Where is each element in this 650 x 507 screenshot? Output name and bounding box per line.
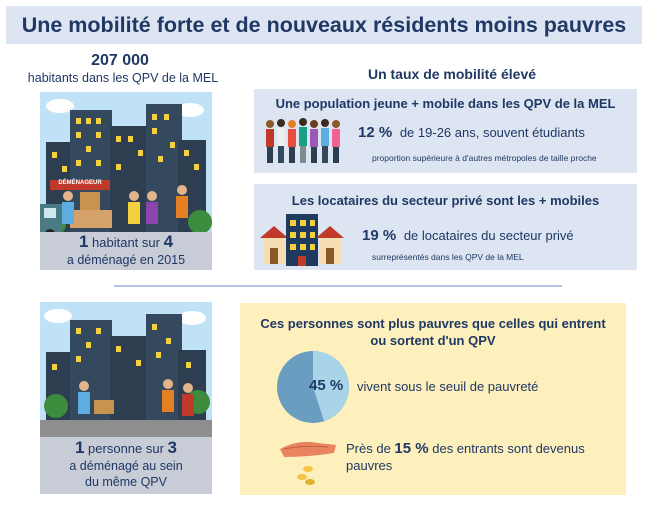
private-title: Les locataires du secteur privé sont les… <box>291 193 600 208</box>
moving-truck-sign: DÉMÉNAGEUR <box>58 180 102 186</box>
young-pct: 12 % <box>358 124 393 141</box>
stat-same-mid: personne sur <box>84 441 168 456</box>
population-number: 207 000 <box>91 52 149 69</box>
poverty-title-line2: ou sortent d'un QPV <box>370 333 496 348</box>
private-text: de locataires du secteur privé <box>403 228 574 243</box>
private-pct: 19 % <box>362 227 397 244</box>
title-banner: Une mobilité forte et de nouveaux réside… <box>6 6 642 44</box>
entrants-text: Près de 15 % des entrants sont devenus p… <box>346 440 616 474</box>
pie-text: vivent sous le seuil de pauvreté <box>357 379 539 394</box>
entrants-suffix: des entrants sont devenus pauvres <box>346 441 585 473</box>
mobility-title: Un taux de mobilité élevé <box>367 66 537 82</box>
stat-moved-line2: a déménagé en 2015 <box>66 253 186 267</box>
stat-same-line3: du même QPV <box>85 475 167 489</box>
poverty-box: Ces personnes sont plus pauvres que cell… <box>240 303 626 495</box>
young-text: de 19-26 ans, souvent étudiants <box>399 125 585 140</box>
private-note: surreprésentés dans les QPV de la MEL <box>372 252 524 262</box>
poverty-title-line1: Ces personnes sont plus pauvres que cell… <box>260 316 606 331</box>
population-label: habitants dans les QPV de la MEL <box>27 71 219 85</box>
stat-same-big2: 3 <box>167 438 178 457</box>
page-title: Une mobilité forte et de nouveaux réside… <box>21 13 627 37</box>
stat-same-line2: a déménagé au sein <box>69 459 183 473</box>
private-card: Les locataires du secteur privé sont les… <box>254 184 637 270</box>
entrants-pct: 15 % <box>394 440 429 457</box>
pie-poverty-slice <box>313 351 349 422</box>
city-moving-illustration: DÉMÉNAGEUR <box>40 92 212 270</box>
hand-coins-icon <box>280 441 336 485</box>
stat-same-qpv-box: 1 personne sur 3 a déménagé au sein du m… <box>40 437 212 494</box>
stat-moved-big2: 4 <box>163 232 174 251</box>
stat-moved-box: 1 habitant sur 4 a déménagé en 2015 <box>40 232 212 270</box>
stat-same-big1: 1 <box>74 438 85 457</box>
young-card: Une population jeune + mobile dans les Q… <box>254 89 637 173</box>
section-divider <box>114 285 562 287</box>
poverty-pie-chart <box>277 351 349 423</box>
stat-moved-big1: 1 <box>78 232 89 251</box>
young-people-icon <box>266 118 340 163</box>
poverty-title: Ces personnes sont plus pauvres que cell… <box>240 315 626 349</box>
stat-moved-mid: habitant sur <box>88 235 164 250</box>
pie-pct: 45 % <box>309 377 344 394</box>
housing-icon <box>260 214 344 266</box>
young-note: proportion supérieure à d'autres métropo… <box>372 153 597 163</box>
young-title: Une population jeune + mobile dans les Q… <box>275 96 616 111</box>
entrants-prefix: Près de <box>346 441 395 456</box>
